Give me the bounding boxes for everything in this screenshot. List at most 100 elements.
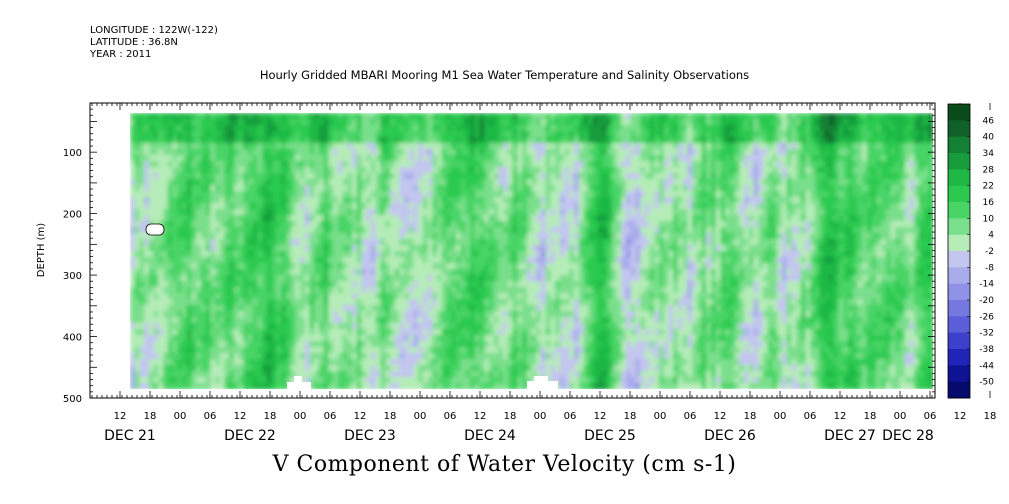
heatmap-cell — [446, 233, 452, 240]
heatmap-cell — [399, 335, 405, 342]
heatmap-cell — [479, 251, 486, 258]
heatmap-cell — [621, 245, 627, 252]
heatmap-cell — [460, 281, 467, 288]
heatmap-cell — [196, 203, 202, 210]
heatmap-cell — [153, 269, 160, 276]
heatmap-cell — [422, 149, 429, 156]
heatmap-cell — [479, 311, 486, 318]
heatmap-cell — [290, 251, 297, 258]
heatmap-cell — [276, 317, 282, 324]
heatmap-cell — [347, 125, 353, 132]
heatmap-cell — [389, 221, 396, 228]
heatmap-cell — [569, 371, 575, 378]
heatmap-cell — [640, 251, 646, 258]
heatmap-cell — [422, 143, 429, 150]
heatmap-cell — [380, 191, 386, 198]
heatmap-cell — [281, 317, 287, 324]
heatmap-cell — [276, 371, 282, 378]
heatmap-cell — [635, 251, 641, 258]
heatmap-cell — [488, 251, 495, 258]
heatmap-cell — [139, 233, 145, 240]
heatmap-cell — [139, 329, 145, 336]
heatmap-cell — [583, 125, 589, 132]
heatmap-cell — [455, 311, 462, 318]
heatmap-cell — [559, 251, 566, 258]
heatmap-cell — [597, 149, 604, 156]
heatmap-cell — [451, 257, 457, 264]
heatmap-cell — [635, 275, 641, 282]
heatmap-cell — [536, 113, 542, 120]
heatmap-cell — [281, 275, 287, 282]
heatmap-cell — [399, 293, 405, 300]
heatmap-cell — [522, 323, 528, 330]
heatmap-cell — [403, 239, 410, 246]
heatmap-cell — [342, 227, 349, 234]
heatmap-cell — [134, 233, 141, 240]
heatmap-cell — [441, 215, 448, 222]
heatmap-cell — [243, 341, 249, 348]
heatmap-cell — [229, 281, 235, 288]
heatmap-cell — [559, 179, 566, 186]
heatmap-cell — [323, 197, 330, 204]
heatmap-cell — [470, 311, 476, 318]
heatmap-cell — [304, 353, 311, 360]
heatmap-cell — [271, 353, 278, 360]
heatmap-cell — [507, 167, 514, 174]
heatmap-cell — [493, 125, 500, 132]
heatmap-cell — [238, 305, 245, 312]
heatmap-cell — [366, 233, 372, 240]
heatmap-cell — [569, 305, 575, 312]
heatmap-cell — [512, 323, 519, 330]
heatmap-cell — [607, 329, 613, 336]
heatmap-cell — [512, 335, 519, 342]
heatmap-cell — [153, 245, 160, 252]
heatmap-cell — [526, 299, 533, 306]
heatmap-cell — [333, 179, 339, 186]
heatmap-cell — [578, 185, 585, 192]
heatmap-cell — [630, 377, 637, 384]
heatmap-cell — [153, 359, 160, 366]
heatmap-cell — [300, 173, 306, 180]
heatmap-cell — [550, 293, 556, 300]
heatmap-cell — [427, 275, 434, 282]
heatmap-cell — [210, 269, 216, 276]
heatmap-cell — [602, 257, 608, 264]
heatmap-cell — [635, 317, 641, 324]
heatmap-cell — [455, 113, 462, 120]
heatmap-cell — [488, 191, 495, 198]
heatmap-cell — [559, 365, 566, 372]
heatmap-cell — [366, 149, 372, 156]
heatmap-cell — [616, 185, 623, 192]
heatmap-cell — [238, 227, 245, 234]
heatmap-cell — [418, 371, 424, 378]
heatmap-cell — [370, 221, 377, 228]
heatmap-cell — [167, 239, 174, 246]
heatmap-cell — [158, 329, 164, 336]
heatmap-cell — [413, 329, 419, 336]
heatmap-cell — [408, 227, 415, 234]
heatmap-cell — [271, 179, 278, 186]
heatmap-cell — [607, 143, 613, 150]
heatmap-cell — [488, 371, 495, 378]
heatmap-cell — [437, 125, 443, 132]
heatmap-cell — [205, 317, 212, 324]
heatmap-cell — [621, 329, 627, 336]
heatmap-cell — [437, 257, 443, 264]
heatmap-cell — [474, 131, 481, 138]
heatmap-cell — [578, 359, 585, 366]
heatmap-cell — [484, 239, 490, 246]
heatmap-cell — [266, 161, 273, 168]
heatmap-cell — [474, 341, 481, 348]
heatmap-cell — [460, 365, 467, 372]
heatmap-cell — [465, 305, 471, 312]
heatmap-cell — [578, 251, 585, 258]
heatmap-cell — [347, 245, 353, 252]
heatmap-cell — [130, 203, 136, 210]
heatmap-cell — [517, 293, 523, 300]
heatmap-cell — [437, 335, 443, 342]
heatmap-cell — [323, 227, 330, 234]
heatmap-cell — [555, 305, 561, 312]
heatmap-cell — [394, 203, 401, 210]
heatmap-cell — [564, 305, 571, 312]
heatmap-cell — [536, 347, 542, 354]
